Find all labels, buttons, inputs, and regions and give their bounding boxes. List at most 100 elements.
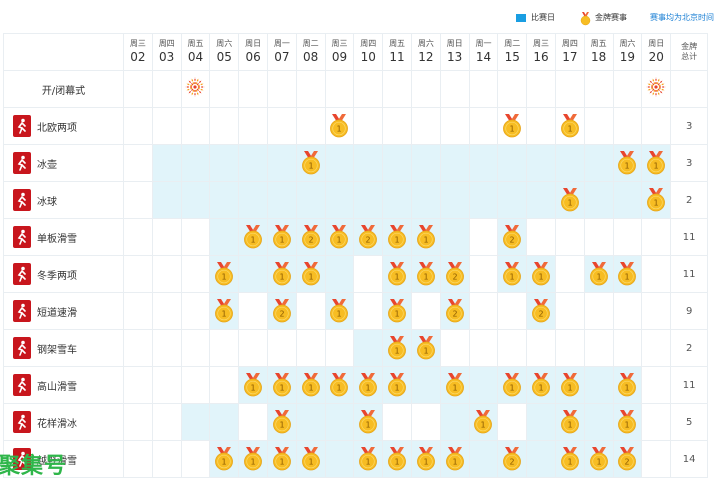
day-cell[interactable]: 2 xyxy=(526,292,556,330)
day-cell[interactable]: 1 xyxy=(410,329,441,367)
day-cell[interactable]: 1 xyxy=(324,107,355,145)
day-cell[interactable]: 1 xyxy=(554,181,585,219)
day-cell[interactable]: 1 xyxy=(382,255,412,293)
day-cell[interactable] xyxy=(151,403,182,441)
sport-name-cell[interactable]: 钢架雪车 xyxy=(3,329,124,367)
day-cell[interactable]: 1 xyxy=(554,366,585,404)
sport-row[interactable]: 花样滑冰 1 1 1 1 1 5 xyxy=(3,403,709,441)
day-cell[interactable] xyxy=(180,329,211,367)
day-cell[interactable] xyxy=(123,403,153,441)
sport-row[interactable]: 钢架雪车 1 1 2 xyxy=(3,329,709,367)
day-cell[interactable] xyxy=(324,144,355,182)
day-cell[interactable] xyxy=(209,181,240,219)
day-cell[interactable] xyxy=(238,107,268,145)
day-cell[interactable] xyxy=(123,440,153,478)
day-cell[interactable]: 2 xyxy=(439,292,470,330)
day-cell[interactable] xyxy=(123,292,153,330)
day-cell[interactable] xyxy=(123,255,153,293)
day-cell[interactable]: 1 xyxy=(295,366,326,404)
sport-row[interactable]: 北欧两项 1 1 1 3 xyxy=(3,107,709,145)
day-cell[interactable]: 2 xyxy=(266,292,297,330)
day-cell[interactable]: 1 xyxy=(266,403,297,441)
day-cell[interactable]: 1 xyxy=(209,292,240,330)
sport-name-cell[interactable]: 高山滑雪 xyxy=(3,366,124,404)
day-cell[interactable] xyxy=(497,292,528,330)
day-cell[interactable]: 2 xyxy=(439,255,470,293)
day-cell[interactable]: 1 xyxy=(554,107,585,145)
day-cell[interactable]: 1 xyxy=(353,440,384,478)
sport-row[interactable]: 单板滑雪 1 1 2 1 2 1 1 2 11 xyxy=(3,218,709,256)
day-cell[interactable] xyxy=(410,366,441,404)
day-cell[interactable]: 1 xyxy=(410,440,441,478)
day-cell[interactable] xyxy=(209,366,240,404)
day-cell[interactable] xyxy=(439,181,470,219)
day-cell[interactable]: 1 xyxy=(497,255,528,293)
day-cell[interactable] xyxy=(410,403,441,441)
day-cell[interactable] xyxy=(295,403,326,441)
day-cell[interactable] xyxy=(295,107,326,145)
day-cell[interactable]: 1 xyxy=(641,181,672,219)
day-cell[interactable]: 1 xyxy=(439,440,470,478)
day-cell[interactable]: 1 xyxy=(353,403,384,441)
sport-name-cell[interactable]: 单板滑雪 xyxy=(3,218,124,256)
day-cell[interactable] xyxy=(151,218,182,256)
day-cell[interactable] xyxy=(468,255,499,293)
day-cell[interactable] xyxy=(583,292,614,330)
day-cell[interactable] xyxy=(180,366,211,404)
day-cell[interactable] xyxy=(151,366,182,404)
day-cell[interactable] xyxy=(497,181,528,219)
day-cell[interactable] xyxy=(180,144,211,182)
day-cell[interactable] xyxy=(497,329,528,367)
day-cell[interactable] xyxy=(324,255,355,293)
day-cell[interactable]: 1 xyxy=(554,440,585,478)
day-cell[interactable]: 1 xyxy=(526,366,556,404)
day-cell[interactable]: 1 xyxy=(238,366,268,404)
sport-name-cell[interactable]: 冬季两项 xyxy=(3,255,124,293)
day-cell[interactable] xyxy=(382,181,412,219)
day-cell[interactable] xyxy=(583,218,614,256)
day-cell[interactable] xyxy=(209,107,240,145)
day-cell[interactable] xyxy=(151,255,182,293)
day-cell[interactable] xyxy=(468,107,499,145)
day-cell[interactable] xyxy=(180,255,211,293)
day-cell[interactable] xyxy=(123,329,153,367)
day-cell[interactable] xyxy=(554,144,585,182)
day-cell[interactable] xyxy=(266,107,297,145)
day-cell[interactable] xyxy=(324,329,355,367)
day-cell[interactable]: 1 xyxy=(324,292,355,330)
day-cell[interactable]: 1 xyxy=(410,218,441,256)
day-cell[interactable]: 1 xyxy=(295,144,326,182)
sport-name-cell[interactable]: 花样滑冰 xyxy=(3,403,124,441)
day-cell[interactable] xyxy=(439,329,470,367)
day-cell[interactable]: 1 xyxy=(612,403,643,441)
day-cell[interactable]: 1 xyxy=(353,366,384,404)
day-cell[interactable] xyxy=(238,181,268,219)
day-cell[interactable]: 1 xyxy=(612,144,643,182)
day-cell[interactable]: 2 xyxy=(295,218,326,256)
day-cell[interactable]: 1 xyxy=(468,403,499,441)
day-cell[interactable] xyxy=(324,403,355,441)
day-cell[interactable] xyxy=(123,144,153,182)
day-cell[interactable] xyxy=(612,107,643,145)
day-cell[interactable]: 1 xyxy=(497,366,528,404)
sport-row[interactable]: 越野滑雪 1 1 1 1 1 1 1 1 2 1 1 2 14 xyxy=(3,440,709,478)
day-cell[interactable]: 1 xyxy=(266,366,297,404)
day-cell[interactable] xyxy=(468,292,499,330)
day-cell[interactable] xyxy=(151,144,182,182)
day-cell[interactable] xyxy=(353,181,384,219)
day-cell[interactable]: 1 xyxy=(238,440,268,478)
day-cell[interactable] xyxy=(497,403,528,441)
day-cell[interactable] xyxy=(641,107,672,145)
day-cell[interactable]: 1 xyxy=(324,218,355,256)
day-cell[interactable] xyxy=(180,403,211,441)
day-cell[interactable] xyxy=(439,107,470,145)
day-cell[interactable] xyxy=(238,292,268,330)
day-cell[interactable]: 1 xyxy=(324,366,355,404)
day-cell[interactable] xyxy=(526,218,556,256)
day-cell[interactable]: 1 xyxy=(266,255,297,293)
day-cell[interactable] xyxy=(641,440,672,478)
day-cell[interactable] xyxy=(583,144,614,182)
day-cell[interactable] xyxy=(583,403,614,441)
sport-row[interactable]: 冰壶 1 1 1 3 xyxy=(3,144,709,182)
sport-name-cell[interactable]: 越野滑雪 xyxy=(3,440,124,478)
